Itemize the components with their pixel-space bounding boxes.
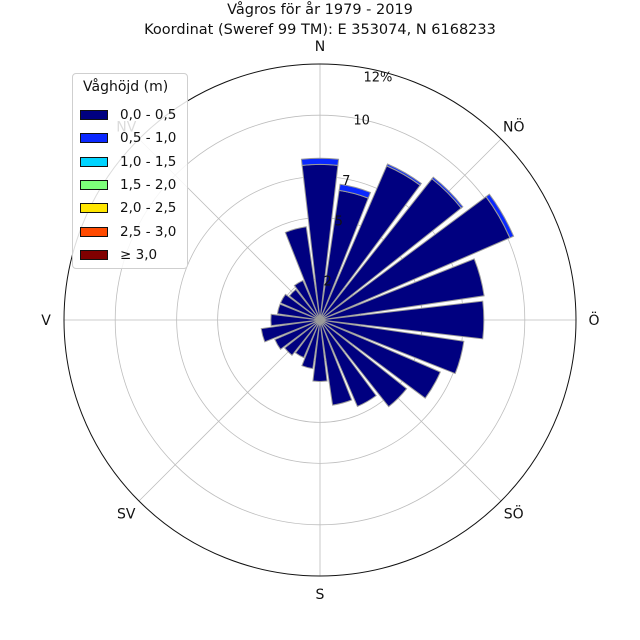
sector-bar (284, 226, 321, 321)
ring-label: 2 (323, 275, 331, 290)
ring-label: 12% (363, 71, 392, 86)
ring-label: 5 (335, 214, 343, 229)
legend-label: 0,5 - 1,0 (120, 130, 177, 147)
direction-label: N (315, 39, 325, 55)
legend-label: 0,0 - 0,5 (120, 107, 177, 123)
legend-swatch (80, 110, 108, 120)
sector-bar (300, 157, 340, 166)
legend-item: 0,0 - 0,5 (80, 107, 176, 123)
sector-bar (319, 319, 408, 408)
sector-bar (276, 303, 321, 321)
sector-bar (319, 319, 465, 375)
legend-swatch (80, 179, 108, 190)
legend-label: 1,0 - 1,5 (120, 153, 177, 170)
sector-bar (319, 319, 441, 399)
legend-label: ≥ 3,0 (120, 246, 158, 263)
legend-swatch (80, 226, 108, 237)
outer-ring (63, 63, 577, 577)
sector-bar (270, 313, 321, 327)
sector-bar (274, 319, 321, 351)
sector-bar (301, 319, 321, 370)
direction-label: SÖ (504, 505, 524, 523)
ring-label: 10 (353, 114, 370, 129)
direction-label: NÖ (503, 117, 525, 135)
direction-label: V (41, 313, 51, 329)
legend-swatch (80, 249, 108, 260)
sector-bar (279, 293, 321, 321)
sector-bars (260, 157, 515, 408)
chart-title: Vågros för år 1979 - 2019 (227, 1, 413, 18)
legend-label: 2,0 - 2,5 (120, 200, 177, 217)
legend: Våghöjd (m) 0,0 - 0,5 0,5 - 1,0 1,0 - 1,5 1… (72, 73, 188, 269)
sector-bar (431, 176, 464, 209)
sector-bar (338, 183, 372, 199)
legend-item: 2,0 - 2,5 (80, 200, 176, 216)
sector-bar (293, 279, 321, 321)
sector-bar (319, 300, 485, 340)
legend-item: 0,5 - 1,0 (80, 130, 176, 146)
legend-swatch (80, 203, 108, 214)
sector-bar (283, 319, 321, 357)
legend-swatch (80, 133, 108, 144)
sector-bar (288, 288, 321, 321)
ring-label: 7 (342, 174, 350, 189)
legend-item: 1,0 - 1,5 (80, 154, 176, 170)
direction-label: S (316, 587, 325, 603)
legend-item: 2,5 - 3,0 (80, 224, 176, 240)
sector-bar (319, 319, 377, 408)
sector-bar (319, 258, 485, 321)
sector-bar (386, 163, 423, 186)
sector-bar (312, 319, 328, 382)
grid-ring (114, 114, 526, 526)
legend-swatch (80, 156, 108, 167)
legend-item: 1,5 - 2,0 (80, 177, 176, 193)
direction-label: SV (117, 507, 136, 523)
legend-label: 2,5 - 3,0 (120, 223, 177, 240)
direction-label: Ö (588, 311, 599, 329)
legend-label: 1,5 - 2,0 (120, 176, 177, 193)
chart-subtitle: Koordinat (Sweref 99 TM): E 353074, N 61… (144, 22, 496, 38)
sector-bar (319, 319, 353, 406)
legend-item: ≥ 3,0 (80, 247, 157, 263)
sector-bar (294, 319, 321, 359)
sector-bar (485, 193, 515, 239)
legend-title: Våghöjd (m) (83, 79, 169, 95)
sector-bar (260, 319, 321, 343)
radial-tick-labels: 2 5 7 10 12% (323, 71, 392, 290)
